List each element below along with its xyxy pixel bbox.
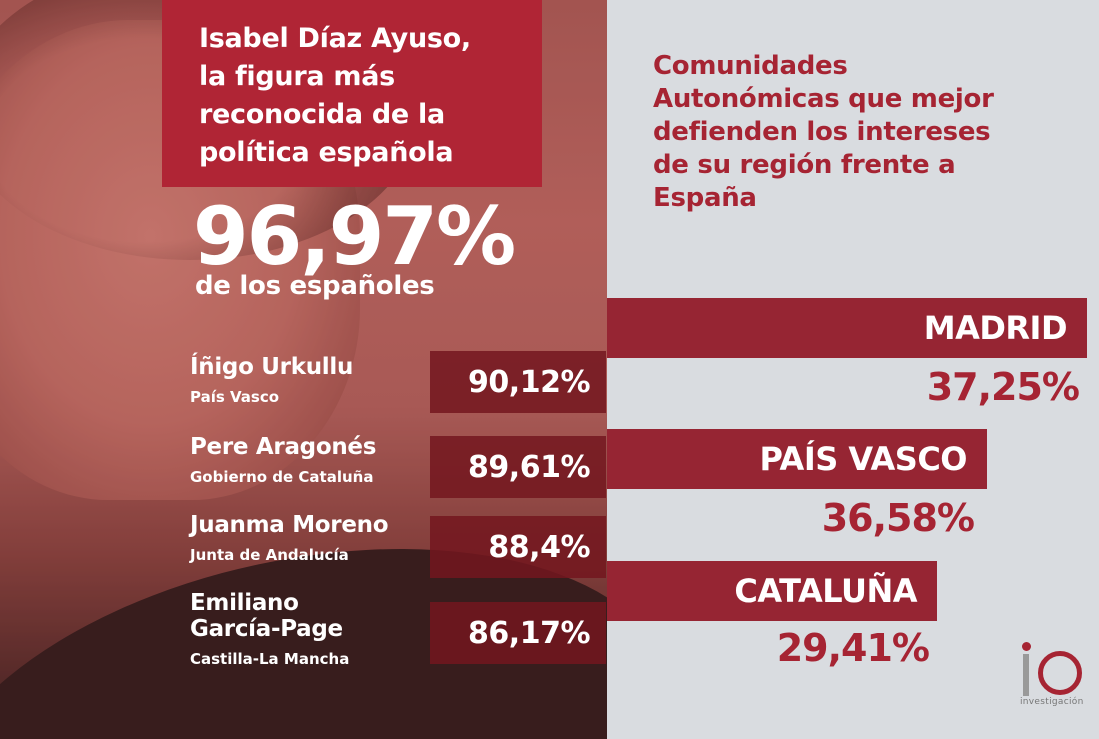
headline-title: Isabel Díaz Ayuso, la figura más reconoc… <box>199 23 471 168</box>
region-bar-cataluna: CATALUÑA <box>607 561 937 621</box>
logo-i-icon <box>1023 654 1029 696</box>
leader-name: Íñigo Urkullu <box>190 354 354 380</box>
leader-percentage: 86,17% <box>468 615 590 651</box>
leader-pct-box: 86,17% <box>430 602 606 664</box>
logo-text: investigación <box>1020 697 1084 707</box>
leader-pct-box: 90,12% <box>430 351 606 413</box>
region-label: PAÍS VASCO <box>759 440 968 478</box>
region-percentage: 37,25% <box>926 365 1080 409</box>
leader-region: País Vasco <box>190 388 280 406</box>
region-label: CATALUÑA <box>734 572 917 610</box>
logo-o-icon <box>1038 651 1082 695</box>
region-percentage: 29,41% <box>776 626 930 670</box>
headline-box: Isabel Díaz Ayuso, la figura más reconoc… <box>162 0 542 187</box>
headline-subtitle: de los españoles <box>195 271 435 301</box>
leader-percentage: 89,61% <box>468 449 590 485</box>
region-percentage: 36,58% <box>821 496 975 540</box>
region-label: MADRID <box>923 309 1068 347</box>
regions-title: Comunidades Autonómicas que mejor defien… <box>653 51 994 213</box>
leader-region: Junta de Andalucía <box>190 546 349 564</box>
region-bar-pais-vasco: PAÍS VASCO <box>607 429 987 489</box>
leader-name: Juanma Moreno <box>190 512 389 538</box>
io-investigacion-logo: investigación <box>1008 640 1093 715</box>
leader-region: Gobierno de Cataluña <box>190 468 374 486</box>
leader-region: Castilla-La Mancha <box>190 650 350 668</box>
logo-dot-icon <box>1022 642 1031 651</box>
leader-percentage: 88,4% <box>488 529 590 565</box>
leader-name: Pere Aragonés <box>190 434 377 460</box>
leader-pct-box: 88,4% <box>430 516 606 578</box>
leader-percentage: 90,12% <box>468 364 590 400</box>
leader-name: Emiliano García-Page <box>190 590 343 642</box>
headline-percentage: 96,97% <box>193 190 516 283</box>
leader-pct-box: 89,61% <box>430 436 606 498</box>
region-bar-madrid: MADRID <box>607 298 1087 358</box>
